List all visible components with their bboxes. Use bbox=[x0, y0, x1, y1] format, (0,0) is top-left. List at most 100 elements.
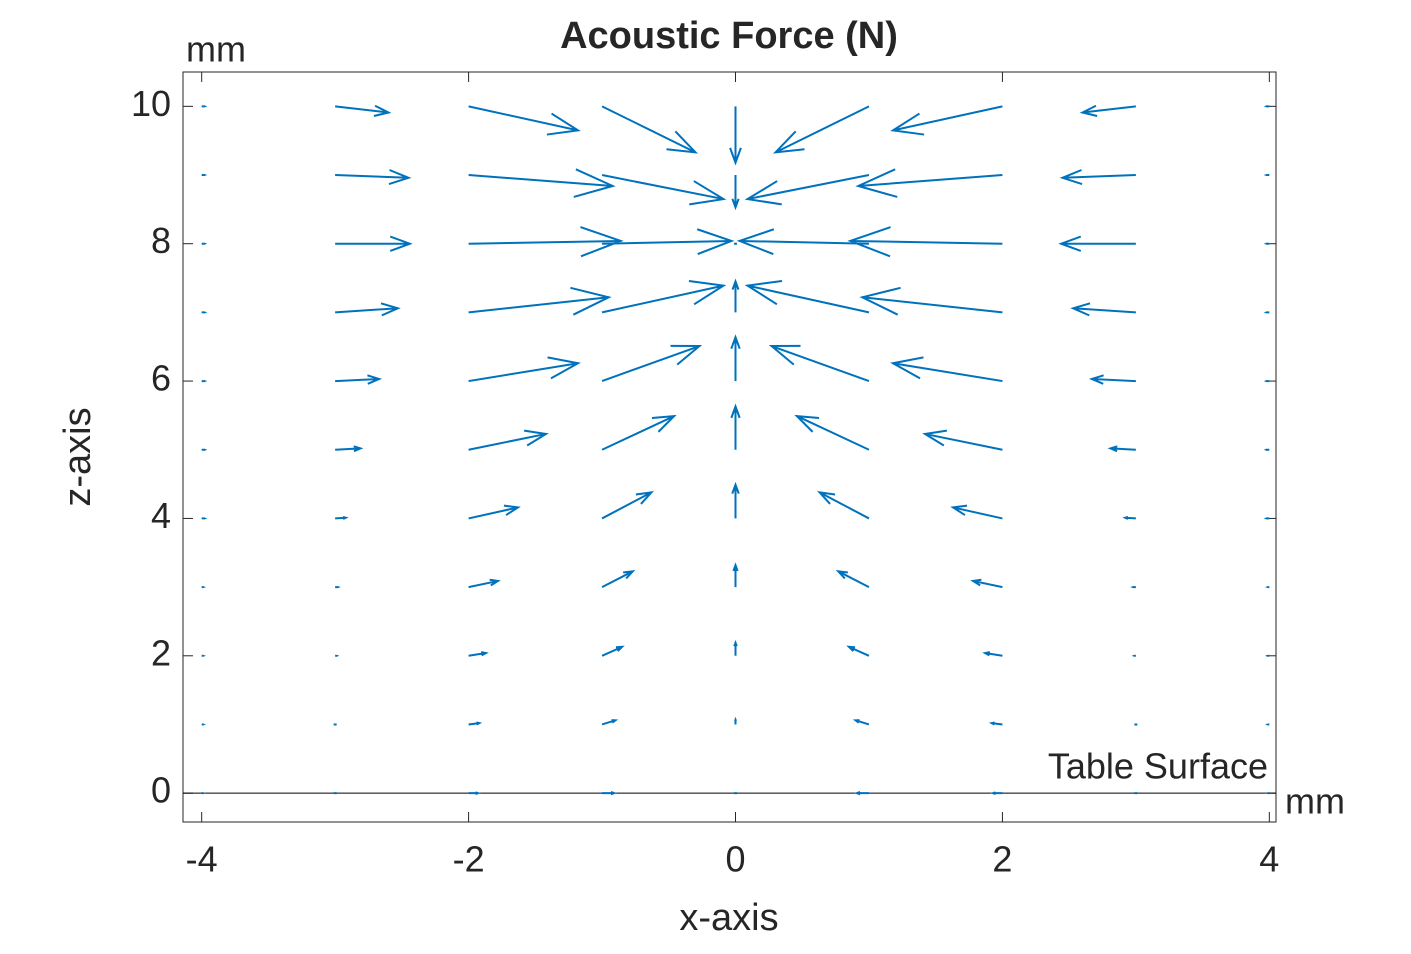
arrow bbox=[335, 302, 401, 317]
arrow bbox=[890, 356, 1003, 383]
arrow bbox=[890, 105, 1003, 136]
arrow bbox=[335, 374, 383, 385]
arrow bbox=[468, 429, 549, 451]
arrow bbox=[768, 344, 870, 383]
arrow bbox=[982, 651, 1003, 657]
arrow bbox=[852, 719, 870, 726]
arrow bbox=[922, 429, 1003, 451]
arrow bbox=[1088, 374, 1136, 385]
arrow bbox=[201, 379, 208, 383]
arrow bbox=[950, 504, 1003, 520]
arrow bbox=[1058, 235, 1136, 252]
arrow bbox=[731, 481, 740, 519]
arrow bbox=[335, 235, 413, 252]
arrow bbox=[854, 791, 869, 796]
arrow bbox=[335, 104, 392, 117]
y-tick-label: 8 bbox=[151, 220, 171, 261]
y-tick-label: 2 bbox=[151, 632, 171, 673]
arrow bbox=[1122, 515, 1136, 520]
arrow bbox=[201, 517, 208, 520]
arrow bbox=[468, 721, 483, 726]
x-tick-label: 4 bbox=[1259, 839, 1279, 880]
arrow bbox=[736, 228, 869, 256]
arrow bbox=[731, 278, 740, 313]
arrow bbox=[601, 344, 703, 383]
arrow bbox=[1059, 169, 1136, 186]
arrow bbox=[602, 791, 617, 796]
arrow bbox=[734, 716, 737, 725]
arrow bbox=[794, 414, 870, 451]
arrow bbox=[744, 174, 870, 206]
arrow bbox=[1263, 311, 1270, 314]
arrow bbox=[601, 719, 619, 726]
arrow bbox=[601, 174, 727, 206]
arrow bbox=[468, 356, 581, 383]
arrow bbox=[1263, 242, 1270, 245]
arrow bbox=[335, 169, 412, 186]
arrow bbox=[835, 569, 870, 588]
arrow bbox=[335, 515, 349, 520]
arrow bbox=[732, 562, 739, 588]
y-unit: mm bbox=[186, 29, 246, 70]
y-tick-label: 4 bbox=[151, 495, 171, 536]
arrow bbox=[201, 311, 208, 314]
arrow bbox=[602, 228, 735, 256]
arrow bbox=[990, 791, 1003, 795]
arrow bbox=[1263, 379, 1270, 383]
arrow bbox=[744, 279, 870, 314]
arrow bbox=[468, 168, 616, 198]
table-surface-label: Table Surface bbox=[1048, 746, 1268, 787]
arrow bbox=[1130, 585, 1136, 589]
arrow bbox=[846, 645, 870, 657]
arrow bbox=[1263, 105, 1270, 108]
arrow bbox=[733, 639, 738, 656]
arrow bbox=[335, 445, 364, 453]
arrow bbox=[201, 242, 208, 245]
arrow bbox=[468, 651, 489, 657]
arrow bbox=[468, 286, 612, 316]
y-tick-label: 10 bbox=[131, 83, 171, 124]
arrow bbox=[988, 721, 1003, 726]
x-tick-label: 0 bbox=[725, 839, 745, 880]
arrow bbox=[468, 791, 481, 795]
x-axis-label: x-axis bbox=[679, 897, 778, 939]
arrow bbox=[730, 403, 741, 450]
arrow bbox=[729, 106, 742, 166]
x-unit: mm bbox=[1285, 781, 1345, 822]
arrow bbox=[201, 448, 208, 451]
arrow bbox=[468, 578, 501, 589]
arrow bbox=[201, 173, 208, 177]
arrow bbox=[468, 105, 581, 136]
arrow bbox=[1070, 302, 1136, 317]
chart-title: Acoustic Force (N) bbox=[560, 15, 898, 57]
arrow bbox=[601, 645, 625, 657]
arrow bbox=[335, 585, 341, 589]
arrow bbox=[859, 286, 1003, 316]
arrow bbox=[730, 334, 741, 382]
arrow bbox=[847, 226, 1003, 258]
arrow bbox=[731, 175, 740, 211]
y-axis-label: z-axis bbox=[57, 407, 99, 506]
arrow bbox=[601, 569, 636, 588]
x-tick-label: -2 bbox=[453, 839, 485, 880]
arrow bbox=[772, 105, 870, 154]
arrow bbox=[468, 504, 521, 520]
y-tick-label: 0 bbox=[151, 770, 171, 811]
arrow bbox=[1263, 448, 1270, 451]
arrow bbox=[970, 578, 1003, 589]
arrow bbox=[1263, 517, 1270, 520]
plot-area bbox=[182, 71, 1277, 823]
arrow bbox=[1079, 104, 1136, 117]
arrow bbox=[1263, 173, 1270, 177]
arrow bbox=[601, 414, 677, 451]
arrow bbox=[855, 168, 1003, 198]
arrow bbox=[201, 105, 208, 108]
x-tick-label: -4 bbox=[186, 839, 218, 880]
arrow bbox=[601, 105, 699, 154]
y-tick-label: 6 bbox=[151, 358, 171, 399]
x-tick-label: 2 bbox=[992, 839, 1012, 880]
arrow bbox=[817, 490, 870, 520]
arrow bbox=[601, 490, 655, 520]
